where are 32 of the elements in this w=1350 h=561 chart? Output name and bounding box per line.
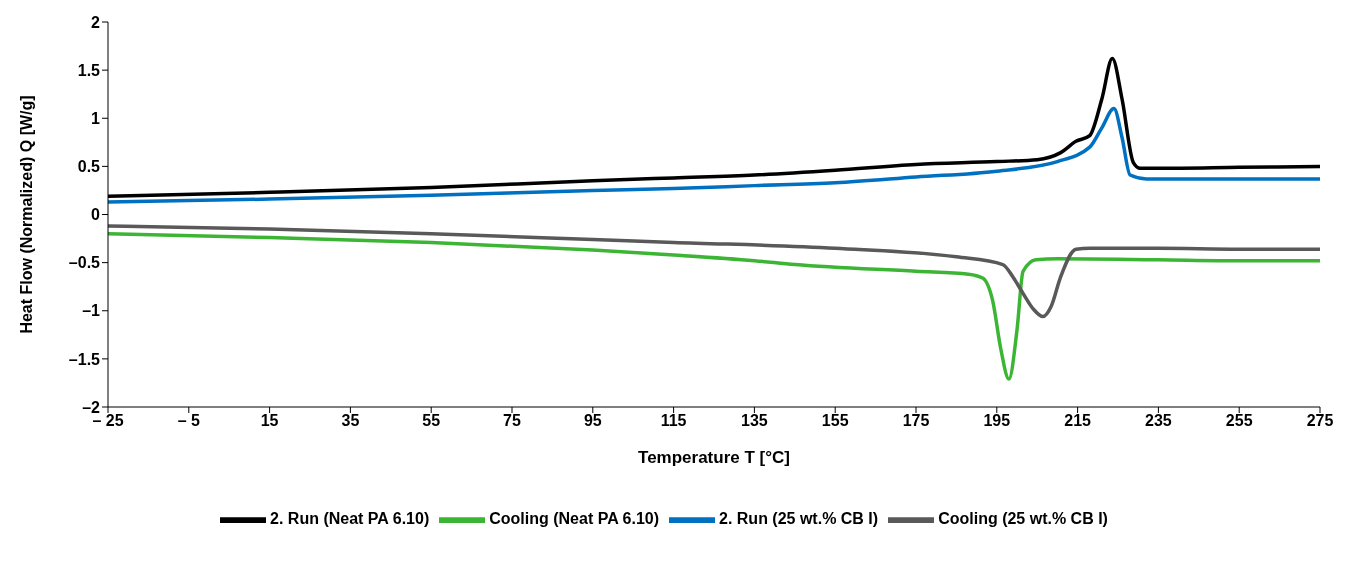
x-tick-label: 235 <box>1145 412 1172 430</box>
x-tick-label: 275 <box>1306 412 1334 430</box>
x-tick-label: 215 <box>1064 412 1092 430</box>
x-axis-title: Temperature T [°C] <box>638 448 790 467</box>
y-tick-label: –1.5 <box>68 350 101 368</box>
x-tick-label: 255 <box>1225 412 1253 430</box>
x-tick-label: 55 <box>422 412 441 430</box>
y-tick-label: 0.5 <box>77 158 101 176</box>
x-tick-label: 135 <box>741 412 768 430</box>
line-series <box>108 106 1320 204</box>
line-series <box>108 232 1320 381</box>
legend-label: Cooling (Neat PA 6.10) <box>489 510 660 528</box>
x-tick-label: 15 <box>260 412 279 430</box>
x-tick-label: 115 <box>660 412 687 430</box>
y-tick-label: –1 <box>82 302 101 320</box>
x-tick-label: 175 <box>902 412 930 430</box>
y-tick-label: 1 <box>91 109 101 127</box>
y-tick-label: –0.5 <box>68 254 101 272</box>
legend-label: Cooling (25 wt.% CB I) <box>938 510 1108 528</box>
y-tick-label: 2 <box>91 13 101 31</box>
legend-label: 2. Run (25 wt.% CB I) <box>719 510 879 528</box>
y-tick-label: 0 <box>91 206 101 224</box>
x-tick-label: – 5 <box>177 412 201 430</box>
x-tick-label: 75 <box>503 412 521 430</box>
legend-label: 2. Run (Neat PA 6.10) <box>270 510 430 528</box>
x-tick-label: 155 <box>821 412 849 430</box>
y-tick-label: 1.5 <box>77 61 101 79</box>
x-tick-label: 195 <box>983 412 1011 430</box>
line-series <box>108 224 1320 319</box>
y-axis-title: Heat Flow (Normalized) Q [W/g] <box>17 95 35 334</box>
x-tick-label: 95 <box>583 412 602 430</box>
x-tick-label: 35 <box>341 412 360 430</box>
